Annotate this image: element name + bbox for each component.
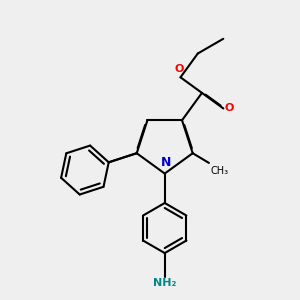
Text: NH₂: NH₂ — [153, 278, 176, 288]
Text: O: O — [225, 103, 234, 113]
Text: O: O — [174, 64, 184, 74]
Text: CH₃: CH₃ — [210, 166, 229, 176]
Text: N: N — [161, 156, 171, 169]
